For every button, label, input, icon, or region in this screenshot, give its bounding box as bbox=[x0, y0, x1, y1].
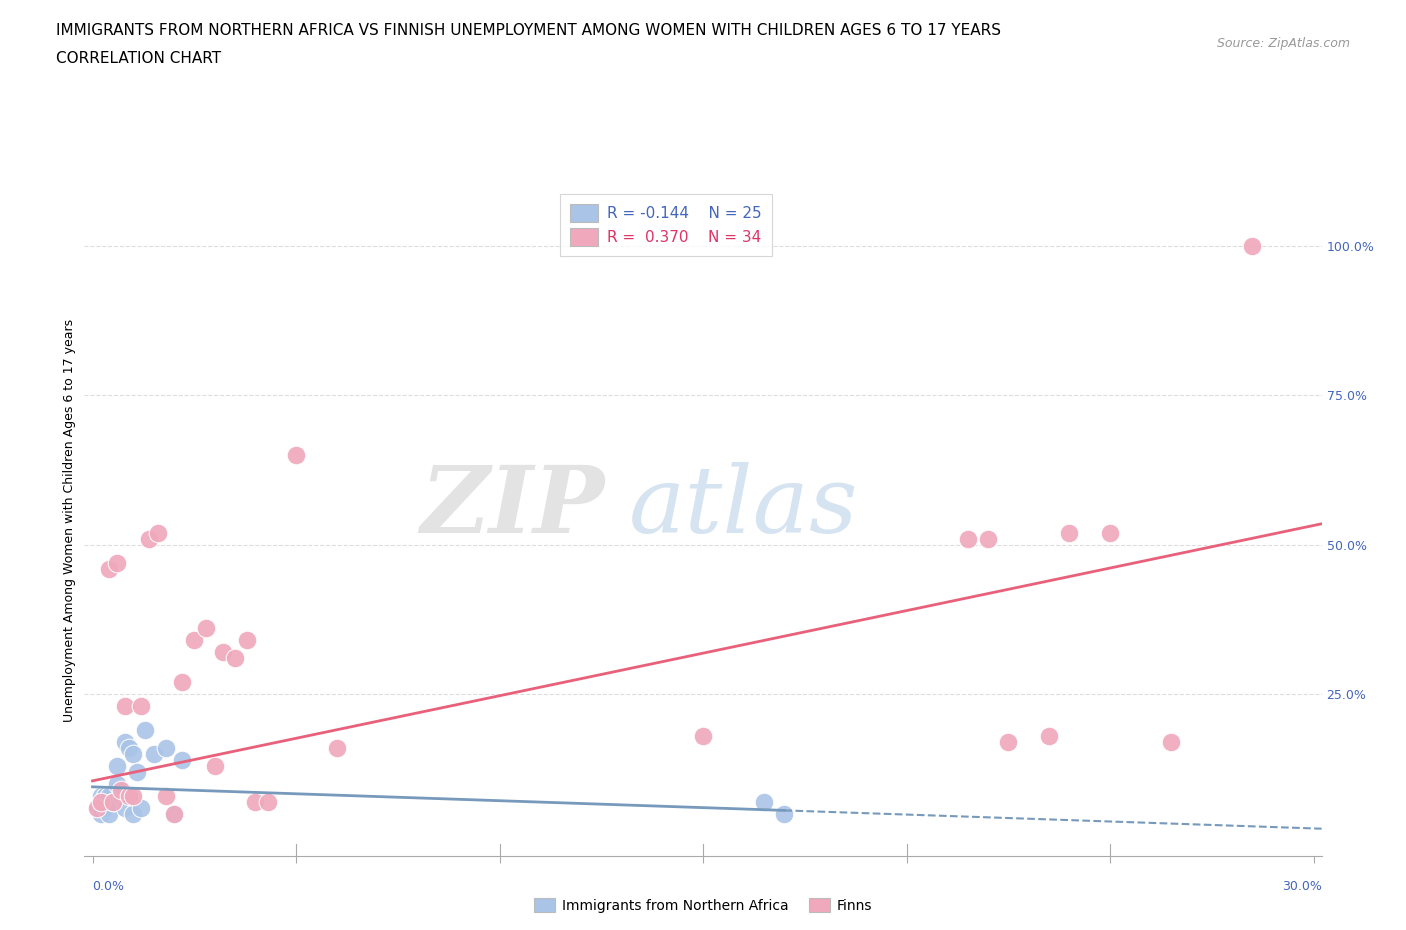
Point bbox=[752, 794, 775, 809]
Point bbox=[692, 728, 714, 743]
Point bbox=[138, 531, 160, 546]
Point bbox=[101, 794, 124, 809]
Y-axis label: Unemployment Among Women with Children Ages 6 to 17 years: Unemployment Among Women with Children A… bbox=[63, 319, 76, 723]
Point bbox=[956, 531, 979, 546]
Point bbox=[118, 740, 141, 755]
Text: atlas: atlas bbox=[628, 462, 858, 552]
Point bbox=[146, 525, 169, 540]
Point bbox=[163, 806, 186, 821]
Point bbox=[977, 531, 1000, 546]
Point bbox=[170, 675, 193, 690]
Point bbox=[97, 561, 120, 576]
Point bbox=[1098, 525, 1121, 540]
Point bbox=[236, 633, 259, 648]
Point bbox=[110, 789, 132, 804]
Point bbox=[1241, 238, 1264, 253]
Point bbox=[131, 698, 153, 713]
Point bbox=[97, 806, 120, 821]
Point bbox=[155, 789, 177, 804]
Point bbox=[155, 740, 177, 755]
Point bbox=[90, 789, 112, 804]
Point bbox=[204, 759, 226, 774]
Text: Source: ZipAtlas.com: Source: ZipAtlas.com bbox=[1216, 37, 1350, 50]
Point bbox=[101, 794, 124, 809]
Legend: R = -0.144    N = 25, R =  0.370    N = 34: R = -0.144 N = 25, R = 0.370 N = 34 bbox=[560, 193, 772, 257]
Point bbox=[211, 644, 233, 659]
Legend: Immigrants from Northern Africa, Finns: Immigrants from Northern Africa, Finns bbox=[529, 893, 877, 919]
Point bbox=[122, 747, 145, 762]
Point bbox=[105, 555, 128, 570]
Point bbox=[1038, 728, 1060, 743]
Point bbox=[118, 789, 141, 804]
Text: 30.0%: 30.0% bbox=[1282, 880, 1322, 893]
Point bbox=[93, 801, 115, 816]
Point bbox=[773, 806, 796, 821]
Point bbox=[86, 801, 108, 816]
Point bbox=[183, 633, 205, 648]
Point bbox=[127, 764, 149, 779]
Point bbox=[114, 735, 136, 750]
Point bbox=[245, 794, 267, 809]
Point bbox=[97, 789, 120, 804]
Point bbox=[86, 801, 108, 816]
Text: CORRELATION CHART: CORRELATION CHART bbox=[56, 51, 221, 66]
Point bbox=[224, 651, 246, 666]
Point bbox=[170, 752, 193, 767]
Point bbox=[195, 621, 218, 636]
Point bbox=[114, 698, 136, 713]
Point bbox=[105, 759, 128, 774]
Point bbox=[90, 794, 112, 809]
Point bbox=[131, 801, 153, 816]
Point bbox=[256, 794, 278, 809]
Point bbox=[285, 447, 308, 462]
Point bbox=[105, 777, 128, 791]
Point bbox=[134, 723, 156, 737]
Point bbox=[114, 801, 136, 816]
Text: 0.0%: 0.0% bbox=[93, 880, 125, 893]
Text: ZIP: ZIP bbox=[420, 462, 605, 552]
Point bbox=[93, 789, 115, 804]
Point bbox=[1160, 735, 1182, 750]
Point bbox=[122, 806, 145, 821]
Point bbox=[142, 747, 165, 762]
Point bbox=[997, 735, 1019, 750]
Point bbox=[122, 789, 145, 804]
Point bbox=[325, 740, 347, 755]
Point bbox=[163, 806, 186, 821]
Text: IMMIGRANTS FROM NORTHERN AFRICA VS FINNISH UNEMPLOYMENT AMONG WOMEN WITH CHILDRE: IMMIGRANTS FROM NORTHERN AFRICA VS FINNI… bbox=[56, 23, 1001, 38]
Point bbox=[110, 782, 132, 797]
Point bbox=[90, 806, 112, 821]
Point bbox=[1059, 525, 1081, 540]
